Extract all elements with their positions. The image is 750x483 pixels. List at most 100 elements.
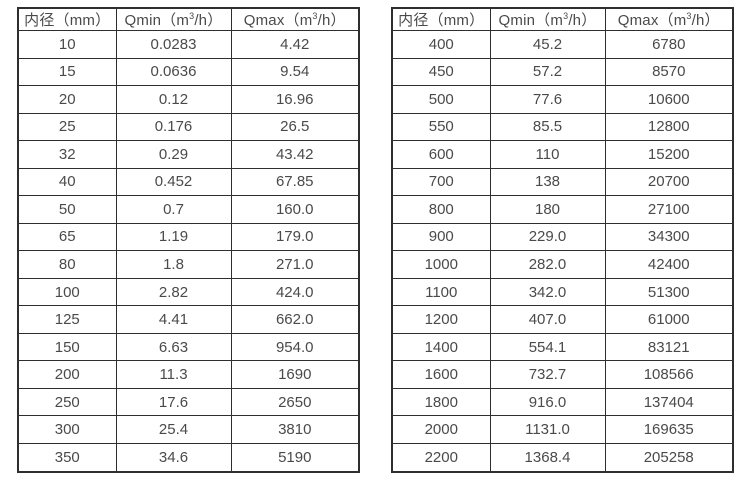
qmax-cell: 2650 <box>230 387 360 417</box>
qmin-cell: 407.0 <box>489 305 606 334</box>
qmin-cell: 0.176 <box>115 112 232 142</box>
table-row: 300 25.4 3810 <box>17 415 360 444</box>
qmin-cell: 1131.0 <box>489 415 606 444</box>
diameter-cell: 40 <box>17 167 117 197</box>
table-row: 700 138 20700 <box>391 167 734 197</box>
qmax-cell: 108566 <box>604 360 734 389</box>
qmax-cell: 83121 <box>604 332 734 362</box>
qmin-cell: 2.82 <box>115 277 232 307</box>
qmax-cell: 16.96 <box>230 85 360 114</box>
diameter-cell: 1000 <box>391 250 491 279</box>
table-row: 1000 282.0 42400 <box>391 250 734 279</box>
header-qmin-text: Qmin（m <box>124 12 190 29</box>
qmax-cell: 12800 <box>604 112 734 142</box>
header-qmax-unit-suffix: /h） <box>691 12 720 29</box>
diameter-cell: 150 <box>17 332 117 362</box>
diameter-cell: 15 <box>17 57 117 87</box>
header-qmin: Qmin（m3/h） <box>489 7 606 31</box>
qmin-cell: 11.3 <box>115 360 232 389</box>
table-row: 900 229.0 34300 <box>391 222 734 252</box>
table-row: 200 11.3 1690 <box>17 360 360 389</box>
table-row: 550 85.5 12800 <box>391 112 734 142</box>
qmin-cell: 342.0 <box>489 277 606 307</box>
qmax-cell: 67.85 <box>230 167 360 197</box>
diameter-cell: 1800 <box>391 387 491 417</box>
diameter-cell: 65 <box>17 222 117 252</box>
superscript-3: 3 <box>686 11 692 21</box>
header-diameter: 内径（mm） <box>17 7 117 31</box>
diameter-cell: 550 <box>391 112 491 142</box>
table-row: 350 34.6 5190 <box>17 442 360 473</box>
qmin-cell: 1368.4 <box>489 442 606 473</box>
qmax-cell: 8570 <box>604 57 734 87</box>
table-row: 20 0.12 16.96 <box>17 85 360 114</box>
qmin-cell: 0.29 <box>115 140 232 169</box>
table-row: 50 0.7 160.0 <box>17 195 360 224</box>
superscript-3: 3 <box>189 11 195 21</box>
diameter-cell: 450 <box>391 57 491 87</box>
table-row: 1600 732.7 108566 <box>391 360 734 389</box>
qmax-cell: 271.0 <box>230 250 360 279</box>
superscript-3: 3 <box>563 11 569 21</box>
qmax-cell: 10600 <box>604 85 734 114</box>
diameter-cell: 250 <box>17 387 117 417</box>
diameter-cell: 350 <box>17 442 117 473</box>
table-row: 450 57.2 8570 <box>391 57 734 87</box>
qmax-cell: 137404 <box>604 387 734 417</box>
table-row: 32 0.29 43.42 <box>17 140 360 169</box>
table-row: 25 0.176 26.5 <box>17 112 360 142</box>
qmax-cell: 6780 <box>604 30 734 59</box>
qmin-cell: 110 <box>489 140 606 169</box>
qmax-cell: 1690 <box>230 360 360 389</box>
table-row: 125 4.41 662.0 <box>17 305 360 334</box>
diameter-cell: 1400 <box>391 332 491 362</box>
table-row: 15 0.0636 9.54 <box>17 57 360 87</box>
qmax-cell: 61000 <box>604 305 734 334</box>
qmax-cell: 5190 <box>230 442 360 473</box>
qmax-cell: 160.0 <box>230 195 360 224</box>
qmax-cell: 3810 <box>230 415 360 444</box>
qmin-cell: 0.12 <box>115 85 232 114</box>
header-qmin-unit-suffix: /h） <box>568 12 597 29</box>
diameter-cell: 125 <box>17 305 117 334</box>
diameter-cell: 1600 <box>391 360 491 389</box>
qmax-cell: 42400 <box>604 250 734 279</box>
qmax-cell: 4.42 <box>230 30 360 59</box>
qmin-cell: 229.0 <box>489 222 606 252</box>
qmin-cell: 1.19 <box>115 222 232 252</box>
table-row: 10 0.0283 4.42 <box>17 30 360 59</box>
table-small-diameters: 内径（mm） Qmin（m3/h） Qmax（m3/h） 10 0.0283 4.4… <box>17 7 360 473</box>
superscript-3: 3 <box>312 11 318 21</box>
qmin-cell: 17.6 <box>115 387 232 417</box>
table-row: 600 110 15200 <box>391 140 734 169</box>
header-diameter: 内径（mm） <box>391 7 491 31</box>
qmin-cell: 554.1 <box>489 332 606 362</box>
diameter-cell: 100 <box>17 277 117 307</box>
qmax-cell: 20700 <box>604 167 734 197</box>
qmin-cell: 0.0283 <box>115 30 232 59</box>
header-qmax: Qmax（m3/h） <box>604 7 734 31</box>
header-qmin-text: Qmin（m <box>498 12 564 29</box>
qmax-cell: 169635 <box>604 415 734 444</box>
qmin-cell: 0.452 <box>115 167 232 197</box>
qmax-cell: 51300 <box>604 277 734 307</box>
table-row: 80 1.8 271.0 <box>17 250 360 279</box>
diameter-cell: 50 <box>17 195 117 224</box>
header-qmin-unit-suffix: /h） <box>194 12 223 29</box>
qmax-cell: 34300 <box>604 222 734 252</box>
table-row: 1100 342.0 51300 <box>391 277 734 307</box>
table-row: 250 17.6 2650 <box>17 387 360 417</box>
qmin-cell: 85.5 <box>489 112 606 142</box>
table-row: 500 77.6 10600 <box>391 85 734 114</box>
qmax-cell: 26.5 <box>230 112 360 142</box>
table-row: 1400 554.1 83121 <box>391 332 734 362</box>
diameter-cell: 800 <box>391 195 491 224</box>
header-qmax-text: Qmax（m <box>243 12 313 29</box>
diameter-cell: 1100 <box>391 277 491 307</box>
qmax-cell: 179.0 <box>230 222 360 252</box>
qmin-cell: 77.6 <box>489 85 606 114</box>
table-row: 40 0.452 67.85 <box>17 167 360 197</box>
qmax-cell: 205258 <box>604 442 734 473</box>
qmax-cell: 9.54 <box>230 57 360 87</box>
